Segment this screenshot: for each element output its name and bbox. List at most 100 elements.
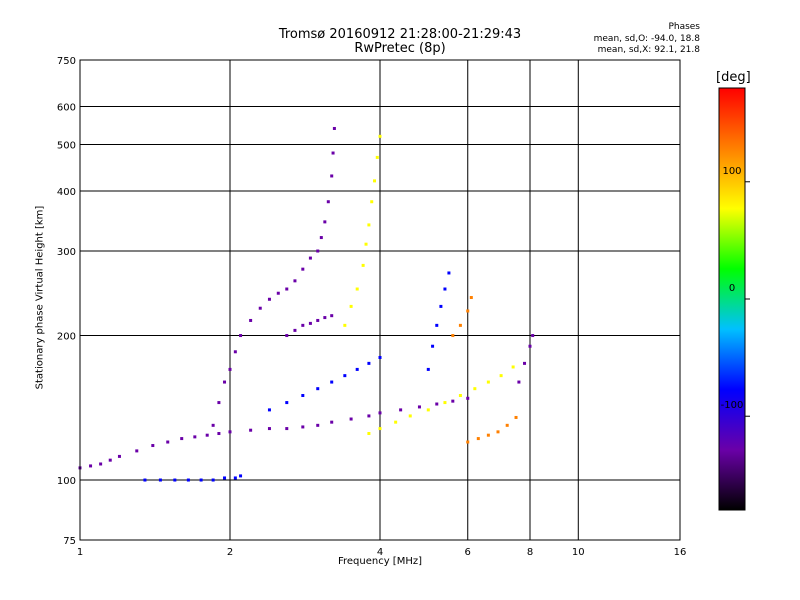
colorbar-ticks: 100 0 -100 [721, 166, 750, 417]
echo-point-1-1 [158, 478, 162, 482]
x-tick-label-2: 4 [377, 547, 383, 558]
echo-point-8-1 [431, 344, 435, 348]
echo-point-9-4 [505, 423, 509, 427]
colorbar [718, 87, 746, 511]
echo-point-3-1 [293, 328, 297, 332]
echo-point-2-14 [316, 249, 320, 253]
x-tick-label-6: 16 [674, 547, 687, 558]
echo-point-0-16 [301, 425, 305, 429]
phases-o-stats: mean, sd,O: -94.0, 18.8 [593, 34, 700, 44]
echo-point-0-9 [193, 435, 197, 439]
echo-point-2-10 [285, 287, 289, 291]
y-tick-label-1: 100 [57, 476, 76, 487]
echo-point-4-7 [367, 361, 371, 365]
chart-title: Tromsø 20160912 21:28:00-21:29:43 [278, 27, 522, 42]
y-tick-label-2: 200 [57, 332, 76, 343]
echo-point-1-3 [186, 478, 190, 482]
echo-point-5-3 [361, 263, 365, 267]
echo-point-5-9 [378, 134, 382, 138]
echo-point-3-5 [323, 316, 327, 320]
echo-point-2-12 [301, 267, 305, 271]
echo-points [78, 126, 535, 482]
echo-point-4-1 [285, 401, 289, 405]
echo-point-4-6 [355, 367, 359, 371]
echo-point-1-0 [143, 478, 147, 482]
echo-point-2-8 [267, 297, 271, 301]
echo-point-0-7 [166, 440, 170, 444]
y-tick-label-0: 75 [63, 536, 76, 547]
echo-point-6-9 [499, 374, 503, 378]
echo-point-6-1 [378, 427, 382, 431]
echo-point-5-7 [373, 179, 377, 183]
echo-point-2-1 [217, 401, 221, 405]
echo-point-0-19 [349, 417, 353, 421]
echo-point-3-3 [308, 321, 312, 325]
x-tick-label-0: 1 [77, 547, 83, 558]
echo-point-8-0 [426, 367, 430, 371]
echo-point-4-3 [316, 387, 320, 391]
echo-point-9-1 [476, 437, 480, 441]
echo-point-8-3 [439, 304, 443, 308]
grid-lines [80, 60, 680, 540]
echo-point-3-4 [316, 318, 320, 322]
echo-point-0-14 [267, 427, 271, 431]
echo-point-2-19 [331, 151, 335, 155]
echo-point-0-21 [378, 411, 382, 415]
echo-point-1-4 [199, 478, 203, 482]
colorbar-tick-label-0: 100 [722, 166, 741, 177]
echo-point-5-6 [370, 200, 374, 204]
echo-point-2-16 [323, 220, 327, 224]
echo-point-6-0 [367, 432, 371, 436]
echo-point-4-8 [378, 355, 382, 359]
echo-point-2-9 [276, 291, 280, 295]
x-tick-label-3: 6 [465, 547, 471, 558]
echo-point-4-0 [267, 408, 271, 412]
echo-point-2-15 [319, 236, 323, 240]
phases-header: Phases [668, 22, 700, 32]
echo-point-3-6 [330, 314, 334, 318]
x-tick-label-5: 10 [572, 547, 585, 558]
echo-point-1-5 [211, 478, 215, 482]
colorbar-tick-label-2: -100 [721, 400, 744, 411]
x-axis-label: Frequency [MHz] [337, 556, 423, 567]
colorbar-tick-label-1: 0 [729, 283, 735, 294]
echo-point-1-2 [173, 478, 177, 482]
echo-point-6-10 [511, 365, 515, 369]
echo-point-2-11 [293, 279, 297, 283]
echo-point-2-4 [233, 350, 237, 354]
echo-point-0-10 [205, 433, 209, 437]
x-ticks: 1 2 4 6 8 10 16 [77, 547, 687, 558]
echo-point-5-8 [375, 155, 379, 159]
y-tick-label-5: 500 [57, 141, 76, 152]
echo-point-0-15 [285, 427, 289, 431]
echo-point-2-6 [249, 318, 253, 322]
echo-point-3-2 [301, 323, 305, 327]
colorbar-label: [deg] [716, 70, 751, 85]
echo-point-8-4 [443, 287, 447, 291]
echo-point-10-3 [531, 334, 535, 338]
y-tick-label-3: 300 [57, 247, 76, 258]
echo-point-1-6 [223, 476, 227, 480]
echo-point-6-5 [443, 401, 447, 405]
echo-point-0-20 [367, 414, 371, 418]
echo-point-4-2 [301, 394, 305, 398]
echo-point-0-24 [435, 402, 439, 406]
echo-point-2-13 [308, 256, 312, 260]
echo-point-6-2 [394, 420, 398, 424]
echo-point-0-3 [108, 458, 112, 462]
echo-point-0-25 [451, 399, 455, 403]
echo-point-2-17 [326, 200, 330, 204]
echo-point-2-5 [239, 334, 243, 338]
x-tick-label-4: 8 [527, 547, 533, 558]
echo-point-0-1 [89, 464, 93, 468]
echo-point-0-5 [135, 449, 139, 453]
echo-point-6-7 [473, 387, 477, 391]
echo-point-2-7 [258, 306, 262, 310]
echo-point-0-2 [99, 462, 103, 466]
echo-point-0-26 [466, 396, 470, 400]
echo-point-9-2 [486, 433, 490, 437]
echo-point-0-8 [180, 437, 184, 441]
echo-point-5-2 [355, 287, 359, 291]
phases-x-stats: mean, sd,X: 92.1, 21.8 [597, 45, 700, 55]
